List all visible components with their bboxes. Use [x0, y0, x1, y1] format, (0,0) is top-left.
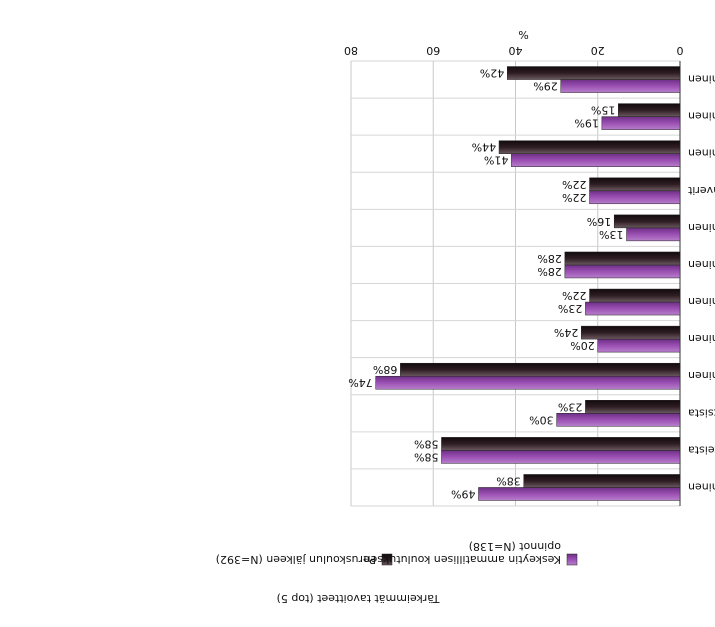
x-tick-label: 60 — [426, 44, 440, 57]
legend-swatch — [566, 553, 578, 566]
data-label: 74% — [348, 376, 372, 389]
rotated-figure: 49%38%58%58%30%23%74%68%20%24%23%22%28%2… — [216, 28, 715, 605]
bar — [601, 116, 681, 130]
data-label: 22% — [562, 289, 586, 302]
data-label: 23% — [558, 302, 582, 315]
bar — [564, 251, 681, 266]
bar — [556, 413, 681, 427]
data-label: 28% — [537, 252, 561, 265]
data-label: 16% — [587, 215, 611, 228]
legend-label: Peruskoulun jälkeen (N=392) — [216, 553, 376, 566]
data-label: 24% — [554, 326, 578, 339]
bar — [511, 153, 681, 167]
category-label: perusopetuksen arvosanojen korottaminen — [688, 73, 715, 86]
bar — [626, 227, 681, 242]
data-label: 30% — [529, 413, 553, 426]
x-tick-label: 80 — [344, 44, 358, 57]
data-label: 20% — [570, 339, 594, 352]
bar — [618, 103, 681, 117]
bar — [589, 190, 681, 205]
legend-label: Keskeytin ammatillisen koulutuksen — [363, 553, 561, 566]
bar — [581, 325, 681, 340]
x-tick-labels: 0 20 40 60 80 — [344, 44, 684, 57]
data-label: 13% — [599, 228, 623, 241]
category-label: kiinnostavan ammattialan löytäminen — [688, 369, 715, 382]
data-label: 49% — [451, 487, 475, 500]
data-label: 44% — [472, 141, 496, 154]
data-label: 19% — [574, 117, 598, 130]
data-label: 28% — [537, 265, 561, 278]
bar — [441, 437, 681, 451]
x-tick-label: 20 — [591, 44, 605, 57]
x-tick-label: 0 — [677, 44, 684, 57]
bar — [585, 301, 681, 316]
data-label: 42% — [480, 67, 504, 80]
bars — [375, 66, 681, 501]
bar — [560, 79, 681, 93]
bar — [597, 338, 681, 353]
category-label: elämän ja arjen taitojen lisääminen — [688, 221, 715, 234]
data-label: 68% — [373, 363, 397, 376]
bar — [564, 264, 681, 279]
data-label: 22% — [562, 178, 586, 191]
data-label: 58% — [414, 450, 438, 463]
bar — [585, 400, 681, 414]
bar — [375, 375, 681, 390]
category-label: itsetunnon ja -varmuuden lisääminen — [688, 295, 715, 308]
data-label: 41% — [484, 154, 508, 167]
bar — [523, 474, 681, 488]
data-label: 38% — [496, 474, 520, 487]
bar — [400, 362, 681, 377]
chart-title: Tärkeimmät tavoitteet (top 5) — [277, 592, 441, 605]
bar — [498, 140, 681, 154]
bar — [613, 214, 681, 229]
category-label: ammatillisen perustutkinnon opintojen su… — [688, 110, 715, 123]
legend: Peruskoulun jälkeen (N=392)Keskeytin amm… — [216, 540, 578, 566]
category-label: tietoa/kokemuksia eri ammateista — [688, 443, 715, 456]
legend-swatch — [381, 553, 393, 566]
legend-label: opinnot (N=138) — [469, 540, 561, 553]
category-label: omien vahvuuksien tunnistaminen — [688, 258, 715, 271]
bar — [589, 288, 681, 303]
category-label: opiskelutaitojen kehittäminen — [688, 332, 715, 345]
category-label: työelämän tuntemuksen lisääminen — [688, 480, 715, 493]
bar — [507, 66, 681, 80]
category-label: tietoa/kokemuksia eri koulutusmahdollisu… — [688, 406, 715, 419]
data-label: 23% — [558, 400, 582, 413]
category-labels: työelämän tuntemuksen lisääminen tietoa/k… — [687, 73, 715, 494]
bar — [478, 487, 681, 501]
data-label: 15% — [591, 104, 615, 117]
data-labels: 49%38%58%58%30%23%74%68%20%24%23%22%28%2… — [348, 67, 623, 501]
gridlines — [350, 60, 680, 507]
bar — [441, 450, 681, 464]
x-tick-label: 40 — [509, 44, 523, 57]
category-label: ryhmään kuuluminen / kaverit — [687, 184, 715, 197]
data-label: 29% — [533, 80, 557, 93]
x-axis-label: % — [518, 28, 528, 41]
data-label: 22% — [562, 191, 586, 204]
category-label: yhteishaun lisäpisteiden saaminen — [688, 147, 715, 160]
data-label: 58% — [414, 437, 438, 450]
bar — [589, 177, 681, 192]
